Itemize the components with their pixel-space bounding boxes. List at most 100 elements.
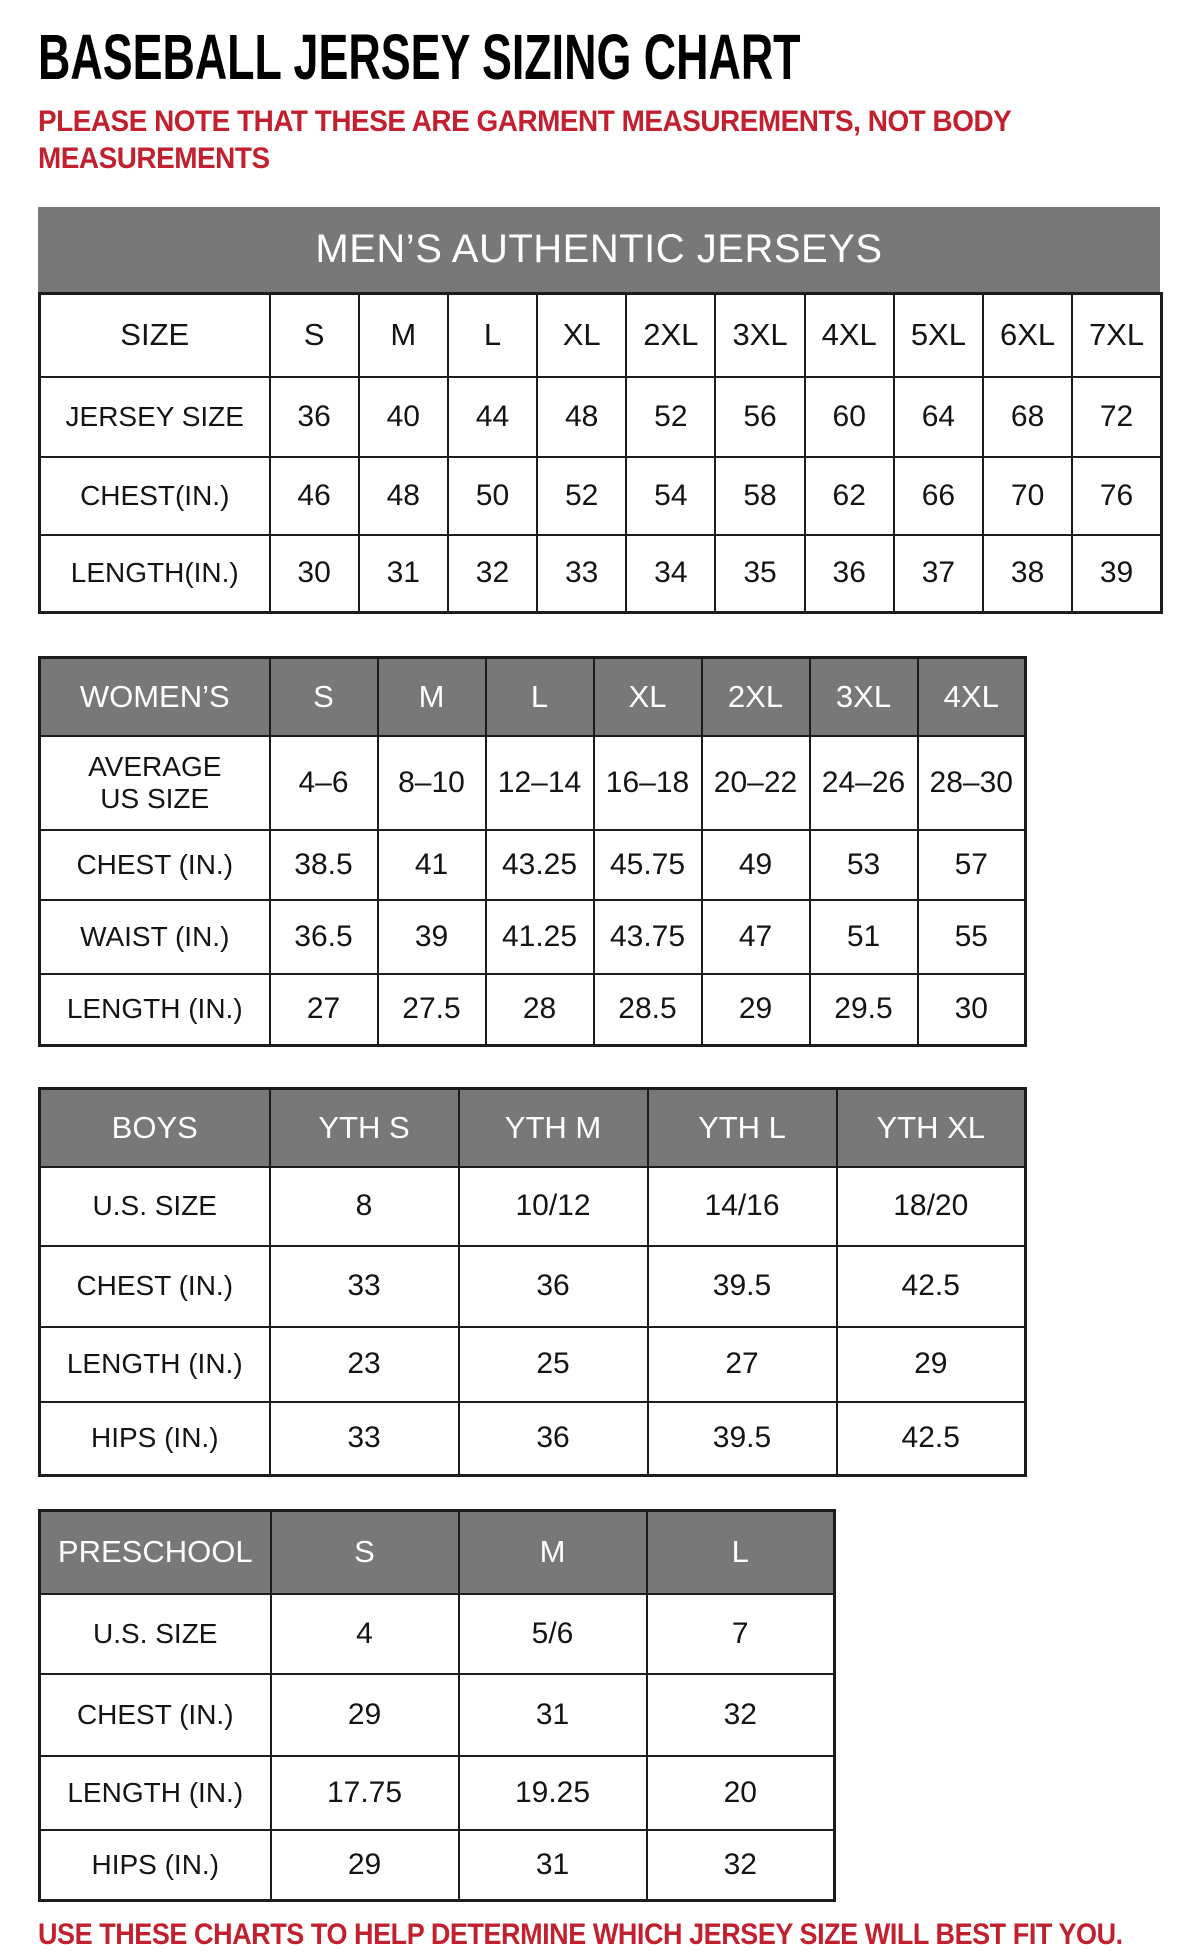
row-label: LENGTH (IN.): [38, 972, 271, 1047]
value-cell: 70: [981, 455, 1074, 536]
column-header: 5XL: [892, 292, 985, 378]
value-cell: 42.5: [835, 1400, 1027, 1477]
value-cell: 48: [357, 455, 449, 536]
table-row: JERSEY SIZE 36 40 44 48 52 56 60 64 68 7…: [38, 375, 1163, 458]
value-cell: 33: [536, 533, 628, 614]
value-cell: 23: [268, 1325, 460, 1403]
value-cell: 17.75: [269, 1754, 460, 1831]
value-cell: 27.5: [376, 972, 487, 1047]
value-cell: 44: [446, 375, 539, 458]
value-cell: 38.5: [268, 828, 379, 901]
column-header: 6XL: [981, 292, 1074, 378]
column-header: YTH L: [646, 1087, 838, 1168]
boys-header-row: BOYS YTH S YTH M YTH L YTH XL: [38, 1087, 1027, 1168]
womens-corner-label: WOMEN’S: [38, 656, 271, 737]
value-cell: 34: [625, 533, 717, 614]
value-cell: 53: [808, 828, 919, 901]
value-cell: 60: [803, 375, 895, 458]
column-header: L: [484, 656, 595, 737]
value-cell: 16–18: [592, 734, 703, 831]
value-cell: 19.25: [457, 1754, 648, 1831]
value-cell: 7: [645, 1592, 836, 1675]
value-cell: 30: [916, 972, 1027, 1047]
boys-corner-label: BOYS: [38, 1087, 271, 1168]
row-label: CHEST (IN.): [38, 828, 271, 901]
footer-note: USE THESE CHARTS TO HELP DETERMINE WHICH…: [38, 1918, 1160, 1952]
value-cell: 39: [1071, 533, 1163, 614]
value-cell: 41: [376, 828, 487, 901]
value-cell: 52: [536, 455, 628, 536]
column-header: 7XL: [1071, 292, 1163, 378]
value-cell: 12–14: [484, 734, 595, 831]
table-row: LENGTH (IN.) 17.75 19.25 20: [38, 1754, 836, 1831]
preschool-corner-label: PRESCHOOL: [38, 1509, 272, 1595]
row-label: U.S. SIZE: [38, 1592, 272, 1675]
mens-table-banner: MEN’S AUTHENTIC JERSEYS: [38, 207, 1160, 293]
value-cell: 39: [376, 898, 487, 975]
value-cell: 33: [268, 1400, 460, 1477]
value-cell: 43.25: [484, 828, 595, 901]
value-cell: 27: [646, 1325, 838, 1403]
garment-note: PLEASE NOTE THAT THESE ARE GARMENT MEASU…: [38, 104, 1160, 177]
table-row: WAIST (IN.) 36.5 39 41.25 43.75 47 51 55: [38, 898, 1027, 975]
value-cell: 54: [625, 455, 717, 536]
table-row: AVERAGE US SIZE 4–6 8–10 12–14 16–18 20–…: [38, 734, 1027, 831]
table-row: U.S. SIZE 8 10/12 14/16 18/20: [38, 1165, 1027, 1247]
value-cell: 14/16: [646, 1165, 838, 1247]
value-cell: 36: [457, 1400, 649, 1477]
column-header: YTH XL: [835, 1087, 1027, 1168]
value-cell: 52: [625, 375, 717, 458]
value-cell: 29: [835, 1325, 1027, 1403]
row-label: CHEST(IN.): [38, 455, 271, 536]
value-cell: 57: [916, 828, 1027, 901]
value-cell: 68: [981, 375, 1074, 458]
value-cell: 8–10: [376, 734, 487, 831]
value-cell: 40: [357, 375, 449, 458]
value-cell: 29: [269, 1672, 460, 1757]
value-cell: 39.5: [646, 1244, 838, 1328]
value-cell: 4–6: [268, 734, 379, 831]
value-cell: 31: [357, 533, 449, 614]
value-cell: 18/20: [835, 1165, 1027, 1247]
mens-table: SIZE S M L XL 2XL 3XL 4XL 5XL 6XL 7XL JE…: [38, 292, 1163, 615]
page-title: BASEBALL JERSEY SIZING CHART: [38, 20, 1160, 93]
row-label: CHEST (IN.): [38, 1672, 272, 1757]
value-cell: 76: [1071, 455, 1163, 536]
row-label: LENGTH(IN.): [38, 533, 271, 614]
column-header: L: [446, 292, 539, 378]
value-cell: 5/6: [457, 1592, 648, 1675]
value-cell: 41.25: [484, 898, 595, 975]
value-cell: 28.5: [592, 972, 703, 1047]
value-cell: 31: [457, 1828, 648, 1902]
column-header: 4XL: [803, 292, 895, 378]
garment-note-text: PLEASE NOTE THAT THESE ARE GARMENT MEASU…: [38, 105, 1012, 175]
value-cell: 33: [268, 1244, 460, 1328]
value-cell: 58: [714, 455, 806, 536]
row-label: WAIST (IN.): [38, 898, 271, 975]
mens-table-title: MEN’S AUTHENTIC JERSEYS: [315, 227, 883, 272]
value-cell: 20: [645, 1754, 836, 1831]
column-header: 2XL: [625, 292, 717, 378]
table-row: LENGTH(IN.) 30 31 32 33 34 35 36 37 38 3…: [38, 533, 1163, 614]
table-row: HIPS (IN.) 33 36 39.5 42.5: [38, 1400, 1027, 1477]
value-cell: 46: [268, 455, 360, 536]
value-cell: 32: [645, 1672, 836, 1757]
value-cell: 8: [268, 1165, 460, 1247]
column-header: M: [457, 1509, 648, 1595]
value-cell: 10/12: [457, 1165, 649, 1247]
value-cell: 43.75: [592, 898, 703, 975]
column-header: 3XL: [808, 656, 919, 737]
value-cell: 32: [446, 533, 539, 614]
row-label: CHEST (IN.): [38, 1244, 271, 1328]
value-cell: 36: [803, 533, 895, 614]
value-cell: 29: [700, 972, 811, 1047]
table-row: U.S. SIZE 4 5/6 7: [38, 1592, 836, 1675]
preschool-header-row: PRESCHOOL S M L: [38, 1509, 836, 1595]
column-header: S: [268, 656, 379, 737]
column-header: M: [376, 656, 487, 737]
value-cell: 25: [457, 1325, 649, 1403]
value-cell: 24–26: [808, 734, 919, 831]
preschool-table: PRESCHOOL S M L U.S. SIZE 4 5/6 7 CHEST …: [38, 1509, 836, 1903]
value-cell: 45.75: [592, 828, 703, 901]
value-cell: 66: [892, 455, 985, 536]
